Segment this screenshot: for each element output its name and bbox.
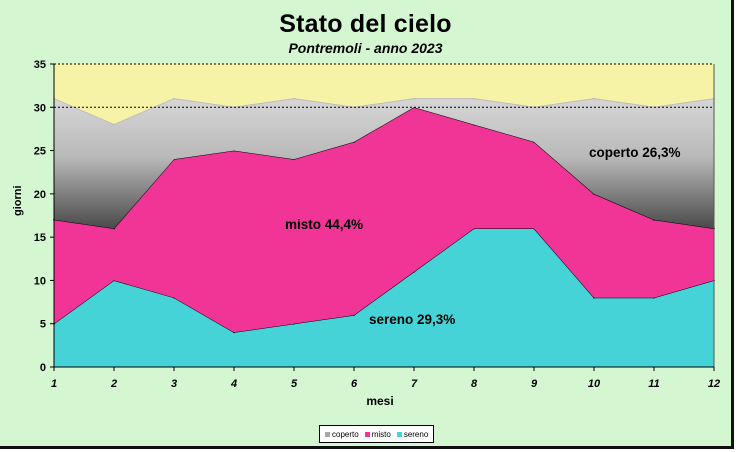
data-point-coperto bbox=[413, 97, 415, 100]
y-tick-label: 5 bbox=[40, 319, 46, 331]
legend-label-sereno: sereno bbox=[403, 429, 429, 439]
x-tick-label: 7 bbox=[411, 378, 418, 390]
legend-swatch-sereno bbox=[396, 431, 402, 437]
y-tick-label: 10 bbox=[34, 275, 46, 287]
chart-title: Stato del cielo bbox=[279, 10, 452, 38]
data-point-coperto bbox=[293, 97, 295, 100]
data-point-coperto bbox=[593, 97, 595, 100]
area-sereno bbox=[54, 228, 714, 367]
x-tick-label: 4 bbox=[230, 378, 237, 390]
legend-item-coperto: coperto bbox=[325, 430, 359, 439]
y-tick-label: 25 bbox=[34, 146, 46, 158]
data-point-coperto bbox=[473, 97, 475, 100]
y-tick-label: 35 bbox=[34, 59, 46, 71]
area-misto bbox=[54, 107, 714, 333]
x-tick-label: 2 bbox=[110, 378, 117, 390]
x-tick-label: 3 bbox=[171, 378, 177, 390]
x-tick-label: 9 bbox=[531, 378, 538, 390]
y-tick-label: 20 bbox=[34, 189, 46, 201]
x-tick-label: 12 bbox=[708, 378, 720, 390]
legend-label-coperto: coperto bbox=[332, 429, 359, 439]
legend-swatch-misto bbox=[364, 431, 370, 437]
y-axis-label: giorni bbox=[12, 185, 24, 216]
annotation-sereno: sereno 29,3% bbox=[369, 312, 456, 327]
data-point-coperto bbox=[113, 123, 115, 126]
x-tick-label: 11 bbox=[648, 378, 659, 390]
legend-item-misto: misto bbox=[364, 429, 391, 439]
x-tick-label: 1 bbox=[51, 378, 57, 390]
area-coperto bbox=[54, 98, 714, 229]
legend-label-misto: misto bbox=[371, 429, 391, 439]
annotation-coperto: coperto 26,3% bbox=[589, 145, 681, 160]
legend-item-sereno: sereno bbox=[396, 429, 429, 439]
legend-swatch-coperto bbox=[325, 431, 330, 437]
x-tick-label: 6 bbox=[351, 378, 358, 390]
y-tick-label: 0 bbox=[40, 362, 46, 374]
x-tick-label: 10 bbox=[588, 378, 601, 390]
y-tick-label: 30 bbox=[34, 102, 46, 114]
annotation-misto: misto 44,4% bbox=[285, 217, 364, 232]
chart-legend: coperto misto sereno bbox=[319, 425, 435, 443]
chart-subtitle: Pontremoli - anno 2023 bbox=[288, 40, 443, 56]
y-tick-label: 15 bbox=[34, 232, 46, 244]
series-line-coperto bbox=[53, 98, 715, 126]
x-tick-label: 5 bbox=[291, 378, 298, 390]
data-point-coperto bbox=[173, 97, 175, 100]
x-tick-label: 8 bbox=[471, 378, 478, 390]
x-axis-label: mesi bbox=[366, 394, 394, 408]
